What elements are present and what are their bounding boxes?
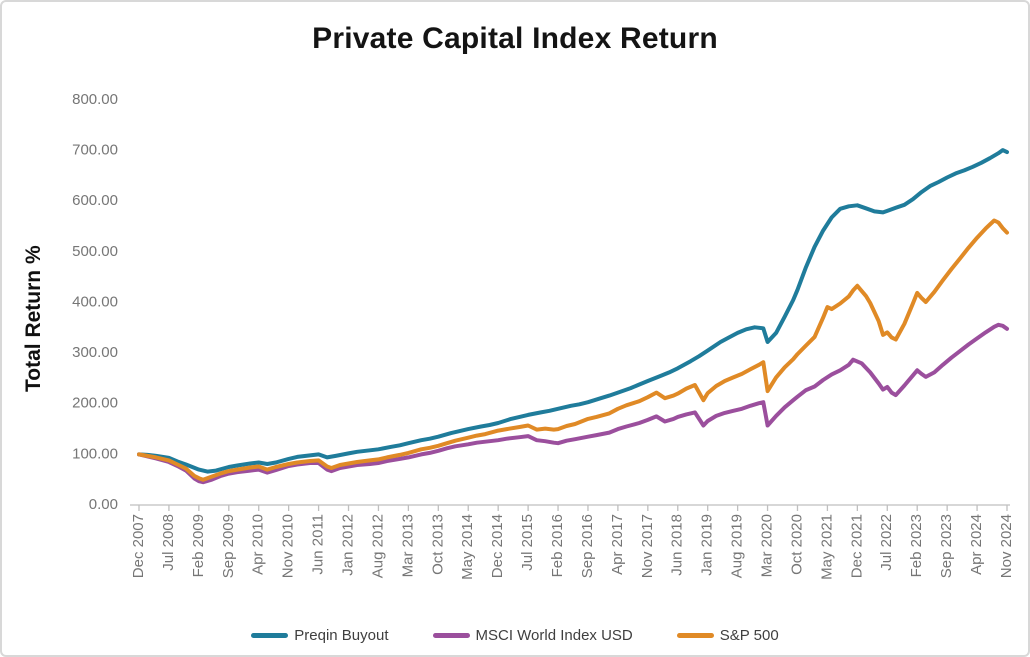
y-tick-label: 400.00 [72,293,118,310]
legend-label-msci-world-index-usd: MSCI World Index USD [475,627,633,644]
x-tick-label: Feb 2016 [549,514,566,577]
chart-title: Private Capital Index Return [312,22,718,55]
y-tick-label: 500.00 [72,243,118,260]
x-tick-label: Aug 2012 [369,514,386,578]
x-tick-label: Feb 2009 [190,514,207,577]
x-tick-label: Nov 2010 [280,514,297,578]
series-line-preqin-buyout [137,148,1009,474]
x-tick-label: Jan 2019 [699,514,716,576]
legend-item-s-p-500: S&P 500 [676,627,779,644]
y-tick-label: 100.00 [72,445,118,462]
x-tick-label: Apr 2024 [968,514,985,575]
legend-swatch-preqin-buyout [251,633,289,638]
x-tick-label: Nov 2024 [998,514,1015,578]
x-tick-label: Jul 2015 [519,514,536,571]
legend-item-preqin-buyout: Preqin Buyout [251,627,389,644]
x-tick-label: Sep 2023 [938,514,955,578]
y-tick-label: 200.00 [72,395,118,412]
x-tick-label: May 2014 [459,514,476,580]
x-tick-label: Dec 2021 [848,514,865,578]
series-line-s-p-500 [137,218,1009,482]
y-tick-label: 300.00 [72,344,118,361]
y-tick-label: 800.00 [72,91,118,108]
legend-label-preqin-buyout: Preqin Buyout [294,627,389,644]
x-tick-label: Mar 2013 [399,514,416,577]
x-tick-label: Sep 2009 [220,514,237,578]
x-tick-label: Jul 2022 [878,514,895,571]
x-tick-label: Jul 2008 [160,514,177,571]
y-tick-label: 700.00 [72,142,118,159]
x-tick-label: Dec 2014 [489,514,506,578]
chart-legend: Preqin Buyout MSCI World Index USD S&P 500 [2,627,1028,644]
x-tick-label: Jun 2011 [310,514,327,575]
x-tick-label: Jan 2012 [339,514,356,576]
y-tick-label: 0.00 [89,496,118,513]
x-tick-label: Sep 2016 [579,514,596,578]
x-tick-label: Oct 2013 [429,514,446,575]
legend-swatch-s-p-500 [676,633,714,638]
x-tick-label: Mar 2020 [759,514,776,577]
y-tick-label: 600.00 [72,192,118,209]
x-tick-label: May 2021 [818,514,835,580]
x-tick-label: Dec 2007 [130,514,147,578]
legend-item-msci-world-index-usd: MSCI World Index USD [432,627,633,644]
x-tick-label: Oct 2020 [788,514,805,575]
legend-swatch-msci-world-index-usd [432,633,470,638]
x-tick-label: Nov 2017 [639,514,656,578]
x-tick-label: Feb 2023 [908,514,925,577]
x-tick-label: Jun 2018 [669,514,686,576]
x-tick-label: Aug 2019 [729,514,746,578]
legend-label-s-p-500: S&P 500 [719,627,779,644]
x-tick-label: Apr 2010 [250,514,267,575]
x-tick-label: Apr 2017 [609,514,626,575]
